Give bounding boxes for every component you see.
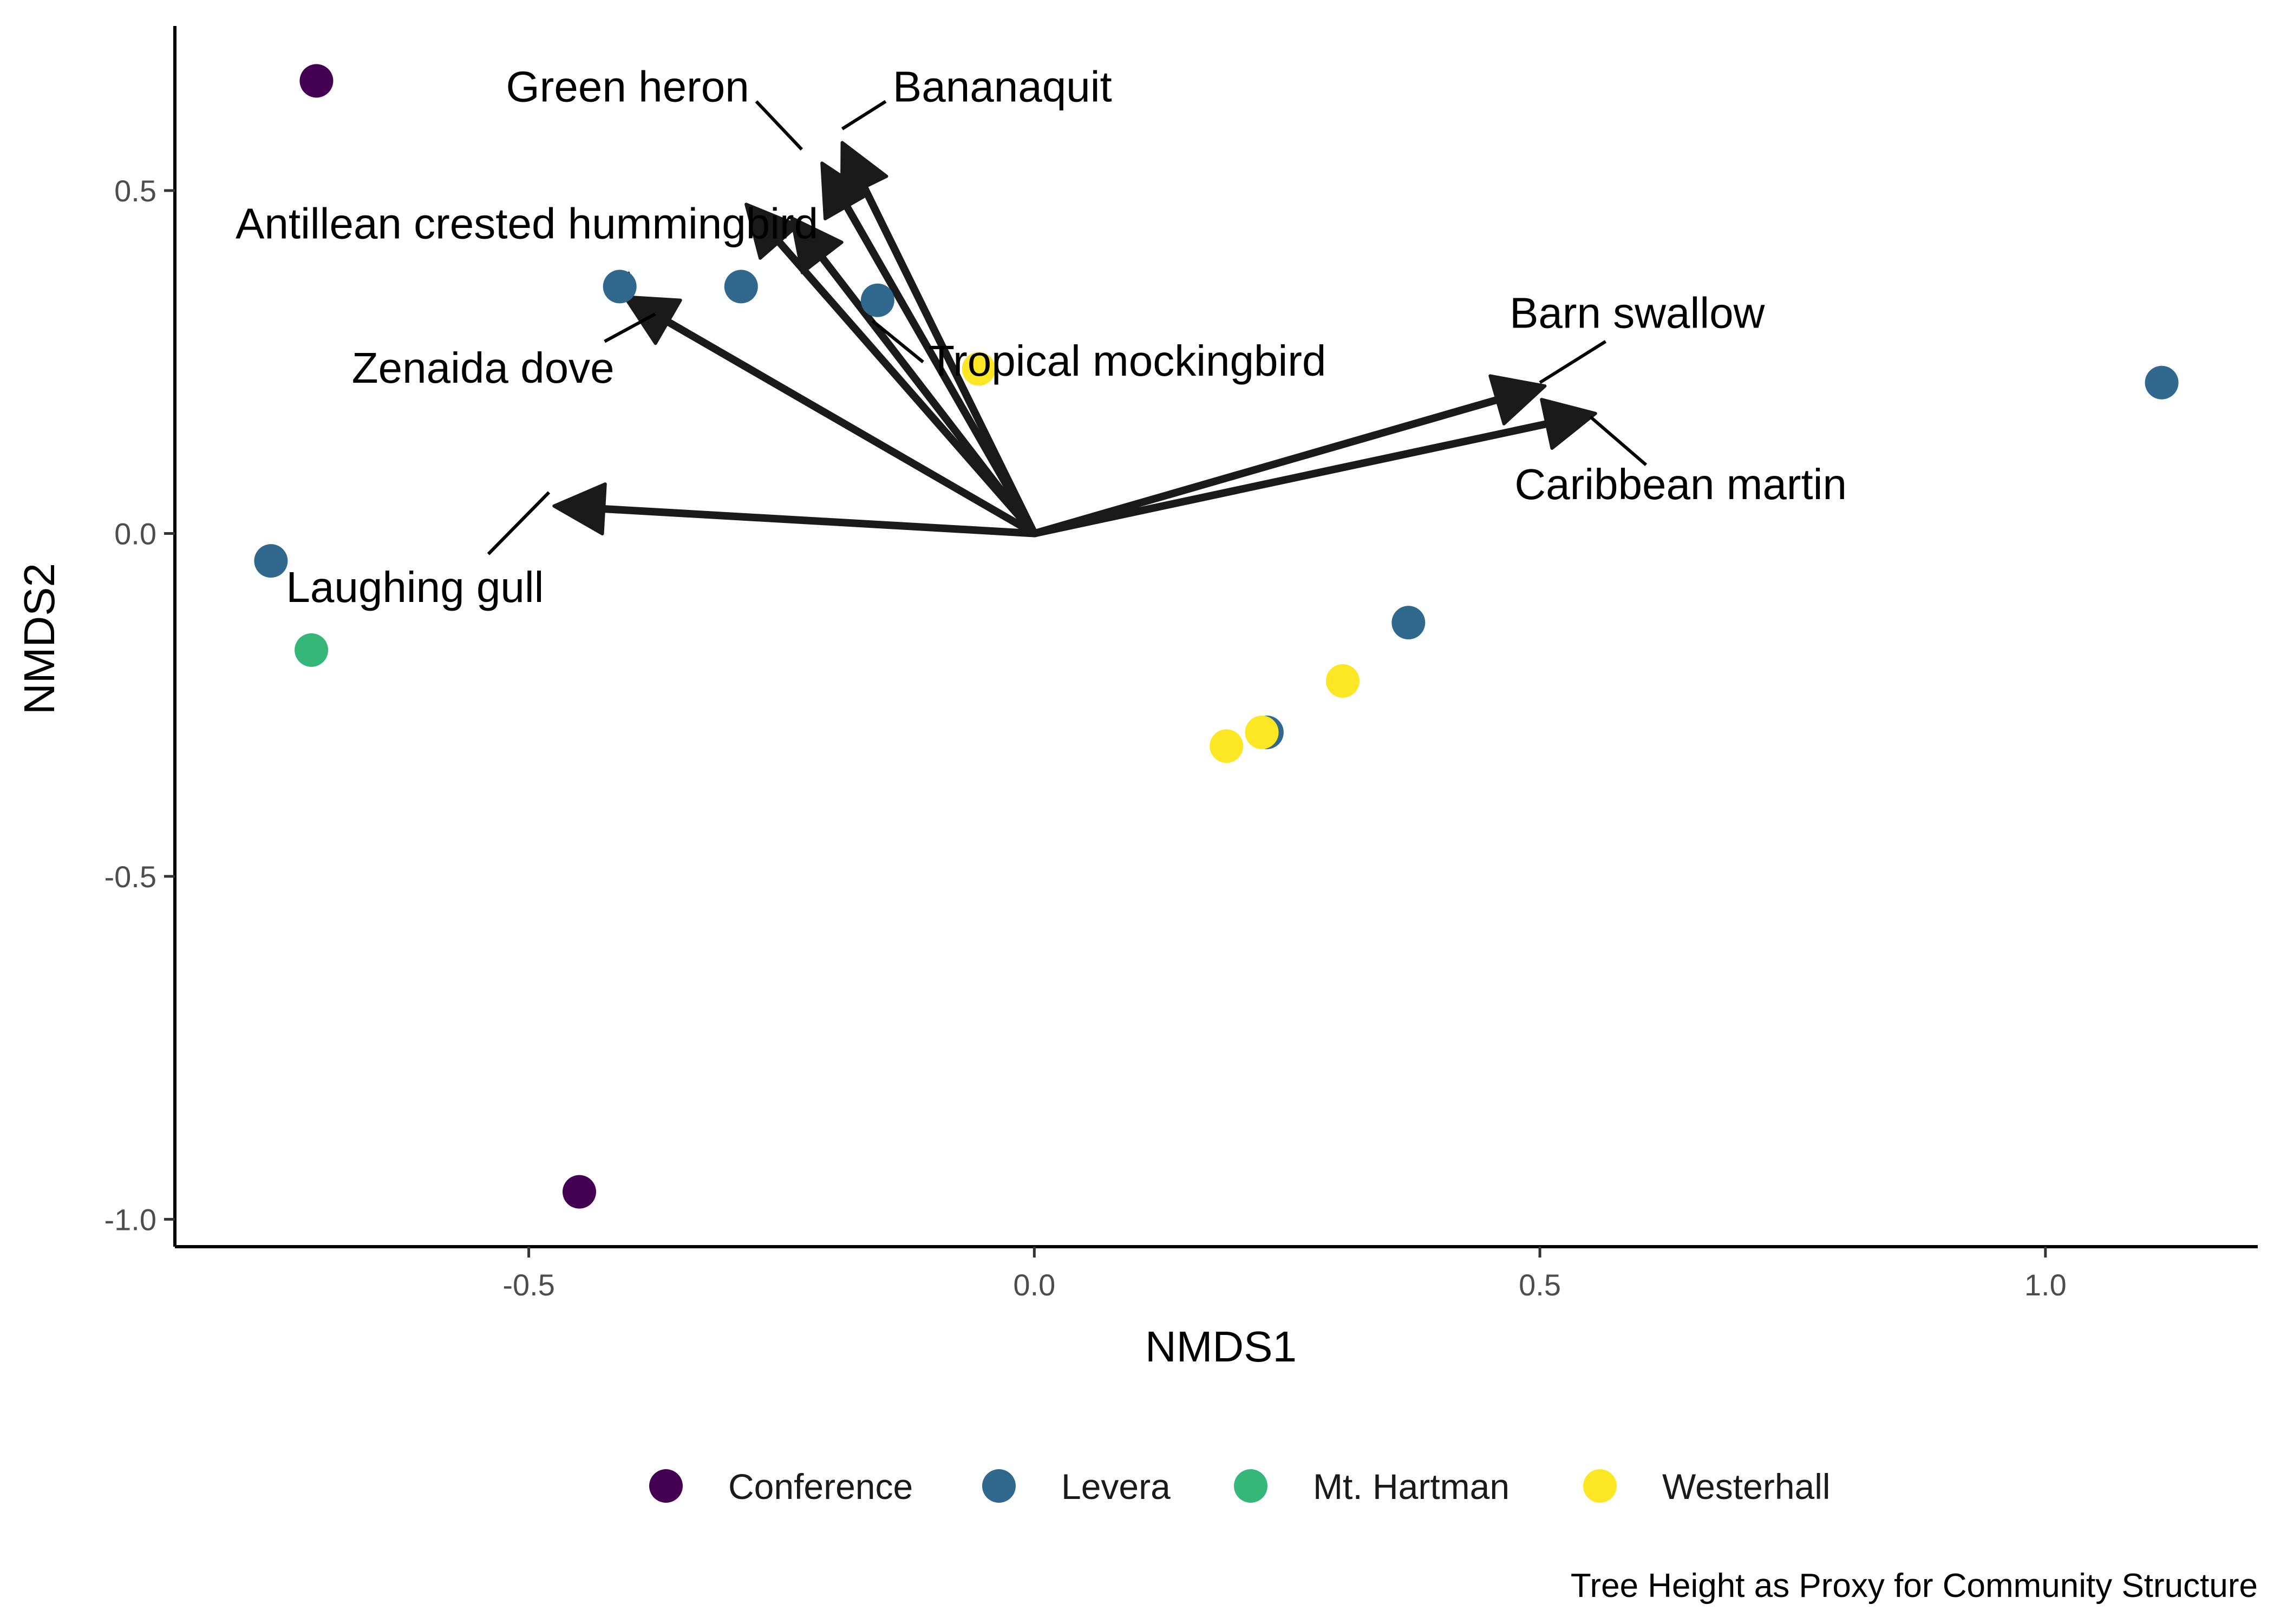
label-leader [871,319,924,364]
legend-label: Westerhall [1662,1466,1831,1507]
vector-arrowhead [623,295,682,345]
site-point [724,270,758,304]
x-tick-label: 0.5 [1519,1268,1561,1302]
vector-line [594,505,1038,538]
species-labels: Green heron Bananaquit Antillean crested h… [236,62,1847,611]
vector-arrowhead [744,202,800,260]
site-point [562,1175,596,1209]
vector-arrowhead [790,216,844,274]
site-point [603,270,637,304]
vector-line [858,178,1038,538]
y-axis-title: NMDS2 [15,563,63,715]
legend-key [1583,1469,1617,1503]
site-point [254,544,288,578]
vector-line [1030,418,1556,538]
vector-arrowhead [840,141,888,200]
label-leader [755,100,803,151]
species-label: Barn swallow [1510,289,1765,337]
site-point [299,64,334,98]
x-tick-label: -0.5 [502,1268,555,1302]
vector-line [772,234,1038,538]
vector-arrowhead [552,482,607,535]
y-tick-label: 0.0 [114,516,156,551]
site-point [1391,606,1426,640]
legend: Conference Levera Mt. Hartman Westerhall [649,1466,1831,1507]
axes: -0.5 0.0 0.5 1.0 -1.0 -0.5 0.0 0.5 [104,26,2258,1302]
y-tick-label: -1.0 [104,1202,157,1236]
label-leader [1539,340,1607,384]
x-axis-title: NMDS1 [1145,1322,1297,1371]
species-vectors [552,141,1597,538]
label-leader [604,312,656,343]
vector-line [815,249,1038,538]
species-label: Green heron [506,62,749,110]
label-leader [487,491,551,555]
site-point [860,283,894,317]
legend-label: Conference [728,1466,913,1507]
site-point [962,352,996,386]
label-leader [841,100,887,130]
label-leader [1589,415,1648,467]
vector-line [840,198,1038,538]
x-tick-label: 0.0 [1013,1268,1055,1302]
legend-label: Levera [1061,1466,1171,1507]
species-label: Caribbean martin [1514,460,1847,508]
site-point [1210,729,1244,763]
site-points [254,64,2179,1209]
species-label: Antillean crested hummingbird [236,200,818,248]
site-point [295,633,329,667]
site-point [1325,664,1360,698]
species-label: Laughing gull [286,563,544,611]
species-label: Tropical mockingbird [928,337,1326,385]
x-tick-label: 1.0 [2024,1268,2067,1302]
chart-caption: Tree Height as Proxy for Community Struc… [1571,1567,2258,1605]
vector-line [659,315,1038,538]
site-point [1245,715,1279,749]
site-point [2145,365,2179,400]
vector-arrowhead [1488,374,1547,425]
legend-label: Mt. Hartman [1313,1466,1510,1507]
legend-key [649,1469,683,1503]
species-label: Bananaquit [893,62,1112,110]
legend-key [982,1469,1016,1503]
vector-line [1030,394,1506,538]
y-tick-label: -0.5 [104,860,157,894]
legend-key [1234,1469,1267,1503]
y-tick-label: 0.5 [114,174,156,208]
vector-arrowhead [1540,398,1597,450]
species-label: Zenaida dove [352,344,615,392]
